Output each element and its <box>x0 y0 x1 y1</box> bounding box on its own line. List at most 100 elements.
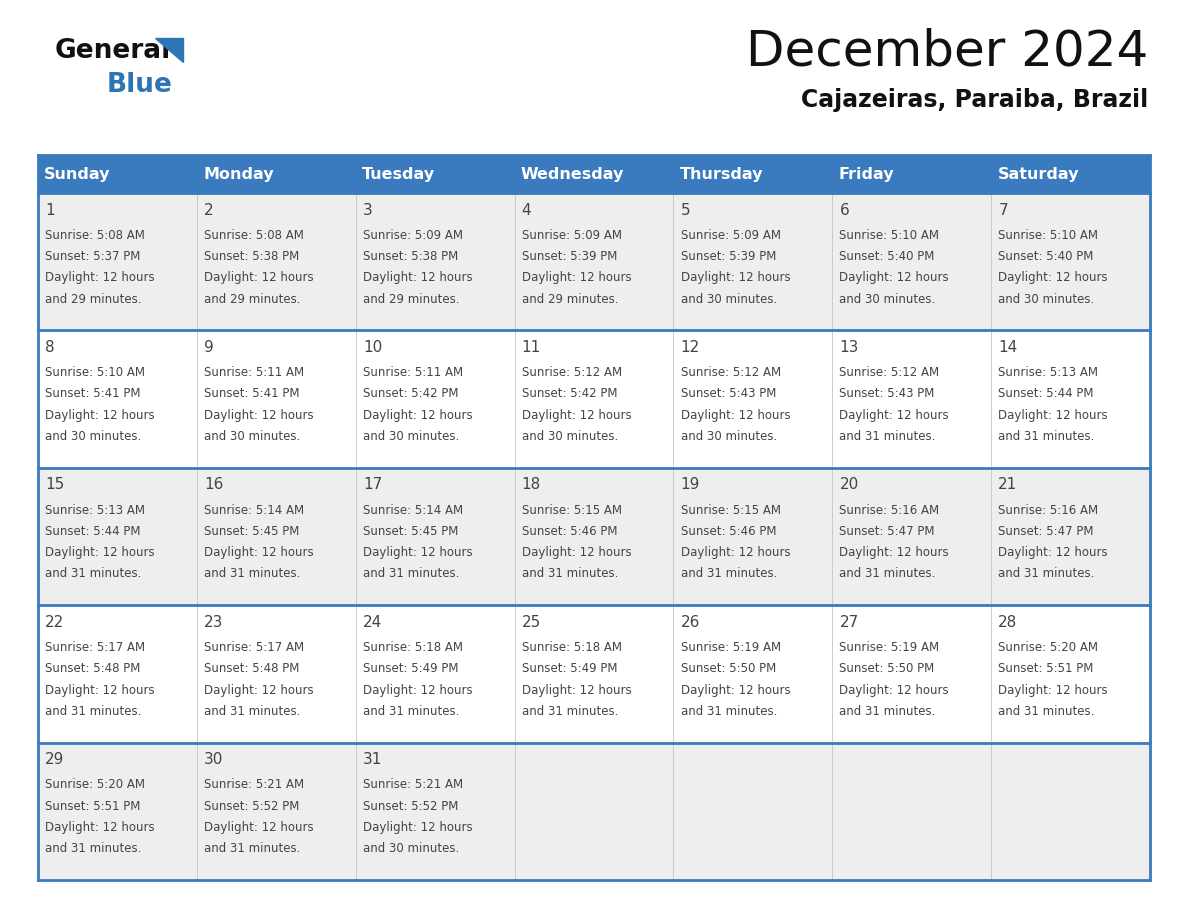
Text: 12: 12 <box>681 340 700 355</box>
Text: and 30 minutes.: and 30 minutes. <box>998 293 1094 306</box>
Text: 21: 21 <box>998 477 1018 492</box>
Text: Sunrise: 5:09 AM: Sunrise: 5:09 AM <box>522 229 621 241</box>
Text: Sunrise: 5:10 AM: Sunrise: 5:10 AM <box>840 229 940 241</box>
Text: Daylight: 12 hours: Daylight: 12 hours <box>362 272 473 285</box>
Text: and 30 minutes.: and 30 minutes. <box>362 842 459 856</box>
Text: Sunrise: 5:14 AM: Sunrise: 5:14 AM <box>204 504 304 517</box>
Text: and 31 minutes.: and 31 minutes. <box>522 567 618 580</box>
Text: 29: 29 <box>45 752 64 767</box>
Polygon shape <box>154 38 183 62</box>
Text: and 31 minutes.: and 31 minutes. <box>998 430 1094 443</box>
Text: Sunrise: 5:18 AM: Sunrise: 5:18 AM <box>522 641 621 654</box>
Text: 14: 14 <box>998 340 1018 355</box>
Text: 1: 1 <box>45 203 55 218</box>
Text: 19: 19 <box>681 477 700 492</box>
Text: Sunset: 5:44 PM: Sunset: 5:44 PM <box>45 525 140 538</box>
Text: Sunrise: 5:15 AM: Sunrise: 5:15 AM <box>681 504 781 517</box>
Text: Sunset: 5:44 PM: Sunset: 5:44 PM <box>998 387 1094 400</box>
Text: Daylight: 12 hours: Daylight: 12 hours <box>204 272 314 285</box>
Text: Sunrise: 5:20 AM: Sunrise: 5:20 AM <box>45 778 145 791</box>
Text: Sunset: 5:45 PM: Sunset: 5:45 PM <box>204 525 299 538</box>
Text: Sunrise: 5:09 AM: Sunrise: 5:09 AM <box>681 229 781 241</box>
Text: Blue: Blue <box>107 72 173 98</box>
Text: Daylight: 12 hours: Daylight: 12 hours <box>204 409 314 421</box>
Text: and 31 minutes.: and 31 minutes. <box>840 430 936 443</box>
Text: Daylight: 12 hours: Daylight: 12 hours <box>522 409 631 421</box>
Text: Cajazeiras, Paraiba, Brazil: Cajazeiras, Paraiba, Brazil <box>801 88 1148 112</box>
Text: 16: 16 <box>204 477 223 492</box>
Text: Daylight: 12 hours: Daylight: 12 hours <box>998 684 1108 697</box>
Text: Sunrise: 5:10 AM: Sunrise: 5:10 AM <box>998 229 1098 241</box>
Text: and 31 minutes.: and 31 minutes. <box>45 705 141 718</box>
Text: Sunset: 5:43 PM: Sunset: 5:43 PM <box>840 387 935 400</box>
Text: 31: 31 <box>362 752 383 767</box>
Text: Sunset: 5:41 PM: Sunset: 5:41 PM <box>204 387 299 400</box>
Text: Daylight: 12 hours: Daylight: 12 hours <box>998 546 1108 559</box>
Text: 11: 11 <box>522 340 541 355</box>
Text: Sunset: 5:43 PM: Sunset: 5:43 PM <box>681 387 776 400</box>
Text: 22: 22 <box>45 615 64 630</box>
Text: 9: 9 <box>204 340 214 355</box>
Text: Sunset: 5:49 PM: Sunset: 5:49 PM <box>522 662 618 676</box>
Text: Sunset: 5:52 PM: Sunset: 5:52 PM <box>204 800 299 812</box>
Text: and 30 minutes.: and 30 minutes. <box>522 430 618 443</box>
Text: 20: 20 <box>840 477 859 492</box>
Text: Sunset: 5:38 PM: Sunset: 5:38 PM <box>362 250 459 263</box>
FancyBboxPatch shape <box>38 193 1150 330</box>
Text: Sunset: 5:42 PM: Sunset: 5:42 PM <box>522 387 618 400</box>
Text: Sunrise: 5:17 AM: Sunrise: 5:17 AM <box>204 641 304 654</box>
Text: Sunset: 5:46 PM: Sunset: 5:46 PM <box>681 525 776 538</box>
Text: 8: 8 <box>45 340 55 355</box>
Text: 3: 3 <box>362 203 373 218</box>
Text: 17: 17 <box>362 477 383 492</box>
Text: Daylight: 12 hours: Daylight: 12 hours <box>998 272 1108 285</box>
Text: Daylight: 12 hours: Daylight: 12 hours <box>204 684 314 697</box>
Text: Sunset: 5:42 PM: Sunset: 5:42 PM <box>362 387 459 400</box>
Text: and 31 minutes.: and 31 minutes. <box>840 705 936 718</box>
Text: Sunrise: 5:12 AM: Sunrise: 5:12 AM <box>840 366 940 379</box>
Text: Sunset: 5:48 PM: Sunset: 5:48 PM <box>45 662 140 676</box>
Text: Sunday: Sunday <box>44 166 110 182</box>
Text: 7: 7 <box>998 203 1007 218</box>
Text: Sunrise: 5:13 AM: Sunrise: 5:13 AM <box>45 504 145 517</box>
Text: Sunset: 5:51 PM: Sunset: 5:51 PM <box>998 662 1094 676</box>
Text: Daylight: 12 hours: Daylight: 12 hours <box>204 546 314 559</box>
Text: Daylight: 12 hours: Daylight: 12 hours <box>681 684 790 697</box>
Text: and 30 minutes.: and 30 minutes. <box>45 430 141 443</box>
Text: Sunrise: 5:20 AM: Sunrise: 5:20 AM <box>998 641 1098 654</box>
Text: Daylight: 12 hours: Daylight: 12 hours <box>362 821 473 834</box>
Text: 23: 23 <box>204 615 223 630</box>
Text: and 31 minutes.: and 31 minutes. <box>204 567 301 580</box>
Text: Sunrise: 5:11 AM: Sunrise: 5:11 AM <box>362 366 463 379</box>
Text: Daylight: 12 hours: Daylight: 12 hours <box>362 546 473 559</box>
Text: Sunrise: 5:16 AM: Sunrise: 5:16 AM <box>840 504 940 517</box>
Text: Sunrise: 5:17 AM: Sunrise: 5:17 AM <box>45 641 145 654</box>
Text: Sunrise: 5:12 AM: Sunrise: 5:12 AM <box>522 366 621 379</box>
Text: 5: 5 <box>681 203 690 218</box>
Text: Sunset: 5:40 PM: Sunset: 5:40 PM <box>998 250 1094 263</box>
Text: Sunrise: 5:16 AM: Sunrise: 5:16 AM <box>998 504 1099 517</box>
Text: Sunset: 5:40 PM: Sunset: 5:40 PM <box>840 250 935 263</box>
Text: Saturday: Saturday <box>998 166 1079 182</box>
Text: Sunrise: 5:08 AM: Sunrise: 5:08 AM <box>45 229 145 241</box>
Text: Daylight: 12 hours: Daylight: 12 hours <box>362 684 473 697</box>
Text: Friday: Friday <box>839 166 895 182</box>
Text: and 31 minutes.: and 31 minutes. <box>362 705 460 718</box>
Text: 13: 13 <box>840 340 859 355</box>
Text: and 30 minutes.: and 30 minutes. <box>362 430 459 443</box>
Text: 25: 25 <box>522 615 541 630</box>
Text: Sunrise: 5:19 AM: Sunrise: 5:19 AM <box>681 641 781 654</box>
Text: Sunrise: 5:21 AM: Sunrise: 5:21 AM <box>204 778 304 791</box>
Text: Sunrise: 5:09 AM: Sunrise: 5:09 AM <box>362 229 463 241</box>
Text: and 31 minutes.: and 31 minutes. <box>204 842 301 856</box>
Text: Sunset: 5:49 PM: Sunset: 5:49 PM <box>362 662 459 676</box>
Text: and 30 minutes.: and 30 minutes. <box>681 430 777 443</box>
FancyBboxPatch shape <box>38 605 1150 743</box>
Text: 2: 2 <box>204 203 214 218</box>
Text: Daylight: 12 hours: Daylight: 12 hours <box>45 546 154 559</box>
Text: and 31 minutes.: and 31 minutes. <box>998 705 1094 718</box>
Text: Sunrise: 5:15 AM: Sunrise: 5:15 AM <box>522 504 621 517</box>
FancyBboxPatch shape <box>38 743 1150 880</box>
Text: Sunset: 5:38 PM: Sunset: 5:38 PM <box>204 250 299 263</box>
Text: 18: 18 <box>522 477 541 492</box>
